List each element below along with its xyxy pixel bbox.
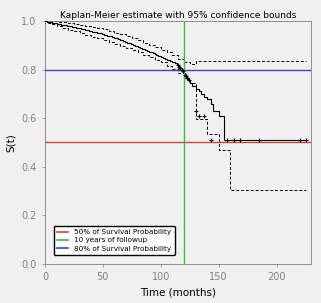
Y-axis label: S(t): S(t): [6, 133, 16, 152]
X-axis label: Time (months): Time (months): [140, 288, 216, 298]
Title: Kaplan-Meier estimate with 95% confidence bounds: Kaplan-Meier estimate with 95% confidenc…: [60, 12, 296, 20]
Legend: 50% of Survival Probability, 10 years of followup, 80% of Survival Probability: 50% of Survival Probability, 10 years of…: [54, 225, 175, 255]
